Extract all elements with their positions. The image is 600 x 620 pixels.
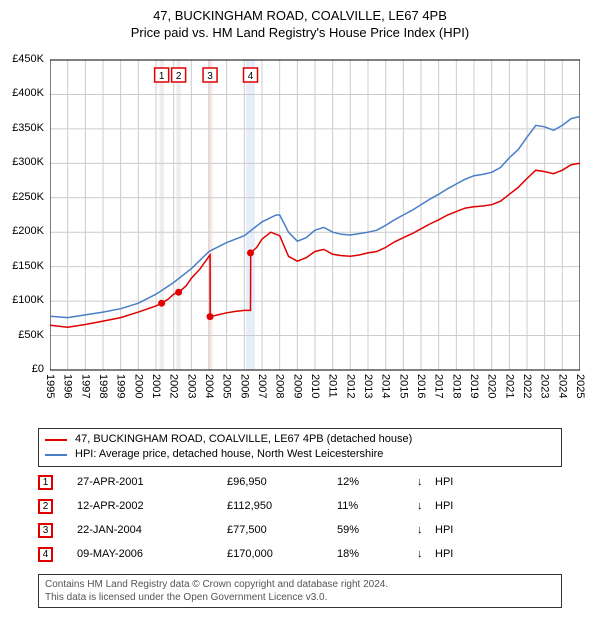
- x-axis-label: 2019: [468, 374, 480, 398]
- footer-attribution: Contains HM Land Registry data © Crown c…: [38, 574, 562, 608]
- y-axis-label: £50K: [0, 329, 44, 341]
- y-axis-label: £200K: [0, 225, 44, 237]
- y-axis-label: £400K: [0, 87, 44, 99]
- legend-item: 47, BUCKINGHAM ROAD, COALVILLE, LE67 4PB…: [45, 432, 555, 447]
- sale-row: 2 12-APR-2002£112,95011%↓HPI: [38, 494, 562, 518]
- sale-price: £77,500: [227, 524, 337, 536]
- y-axis-label: £0: [0, 363, 44, 375]
- x-axis-label: 2011: [327, 374, 339, 398]
- x-axis-label: 2015: [397, 374, 409, 398]
- legend-swatch: [45, 439, 67, 441]
- down-arrow-icon: ↓: [417, 500, 435, 512]
- y-axis-label: £250K: [0, 191, 44, 203]
- sale-row: 3 22-JAN-2004£77,50059%↓HPI: [38, 518, 562, 542]
- down-arrow-icon: ↓: [417, 524, 435, 536]
- footer-line1: Contains HM Land Registry data © Crown c…: [45, 578, 555, 591]
- legend-label: 47, BUCKINGHAM ROAD, COALVILLE, LE67 4PB…: [75, 432, 412, 447]
- sale-pct: 12%: [337, 476, 417, 488]
- x-axis-label: 2022: [521, 374, 533, 398]
- sale-date: 09-MAY-2006: [77, 548, 227, 560]
- svg-text:3: 3: [207, 71, 213, 82]
- x-axis-label: 2012: [344, 374, 356, 398]
- sale-hpi-label: HPI: [435, 524, 453, 536]
- sale-row: 1 27-APR-2001£96,95012%↓HPI: [38, 470, 562, 494]
- x-axis-label: 2024: [556, 374, 568, 398]
- sale-date: 27-APR-2001: [77, 476, 227, 488]
- sale-pct: 18%: [337, 548, 417, 560]
- x-axis-label: 2009: [291, 374, 303, 398]
- x-axis-label: 1997: [79, 374, 91, 398]
- x-axis-label: 2014: [380, 374, 392, 398]
- sale-date: 12-APR-2002: [77, 500, 227, 512]
- sale-date: 22-JAN-2004: [77, 524, 227, 536]
- page-title-address: 47, BUCKINGHAM ROAD, COALVILLE, LE67 4PB: [0, 8, 600, 23]
- x-axis-label: 2003: [185, 374, 197, 398]
- y-axis-label: £450K: [0, 53, 44, 65]
- x-axis-label: 2002: [168, 374, 180, 398]
- legend-swatch: [45, 454, 67, 456]
- sale-hpi-label: HPI: [435, 476, 453, 488]
- x-axis-label: 1998: [97, 374, 109, 398]
- x-axis-label: 2007: [256, 374, 268, 398]
- x-axis-label: 1995: [44, 374, 56, 398]
- x-axis-label: 2010: [309, 374, 321, 398]
- sale-pct: 59%: [337, 524, 417, 536]
- sale-hpi-label: HPI: [435, 500, 453, 512]
- svg-text:1: 1: [159, 71, 165, 82]
- y-axis-label: £150K: [0, 260, 44, 272]
- x-axis-label: 2004: [203, 374, 215, 398]
- sale-pct: 11%: [337, 500, 417, 512]
- sale-marker-4: 4: [38, 547, 53, 562]
- sale-marker-2: 2: [38, 499, 53, 514]
- sale-row: 4 09-MAY-2006£170,00018%↓HPI: [38, 542, 562, 566]
- footer-line2: This data is licensed under the Open Gov…: [45, 591, 555, 604]
- y-axis-label: £350K: [0, 122, 44, 134]
- sale-price: £170,000: [227, 548, 337, 560]
- sale-marker-3: 3: [38, 523, 53, 538]
- x-axis-label: 2016: [415, 374, 427, 398]
- down-arrow-icon: ↓: [417, 476, 435, 488]
- sale-price: £96,950: [227, 476, 337, 488]
- sale-hpi-label: HPI: [435, 548, 453, 560]
- sales-table: 127-APR-2001£96,95012%↓HPI212-APR-2002£1…: [38, 470, 562, 566]
- sale-marker-1: 1: [38, 475, 53, 490]
- x-axis-label: 1996: [62, 374, 74, 398]
- legend: 47, BUCKINGHAM ROAD, COALVILLE, LE67 4PB…: [38, 428, 562, 467]
- x-axis-label: 2020: [486, 374, 498, 398]
- page-title-sub: Price paid vs. HM Land Registry's House …: [0, 25, 600, 40]
- x-axis-label: 2021: [503, 374, 515, 398]
- x-axis-label: 2013: [362, 374, 374, 398]
- x-axis-label: 2000: [132, 374, 144, 398]
- legend-item: HPI: Average price, detached house, Nort…: [45, 447, 555, 462]
- down-arrow-icon: ↓: [417, 548, 435, 560]
- x-axis-label: 2001: [150, 374, 162, 398]
- x-axis-label: 1999: [115, 374, 127, 398]
- x-axis-label: 2005: [221, 374, 233, 398]
- price-chart: 12 3 4: [50, 55, 580, 380]
- svg-text:4: 4: [248, 71, 254, 82]
- svg-text:2: 2: [176, 71, 182, 82]
- x-axis-label: 2008: [274, 374, 286, 398]
- legend-label: HPI: Average price, detached house, Nort…: [75, 447, 383, 462]
- x-axis-label: 2017: [433, 374, 445, 398]
- x-axis-label: 2025: [574, 374, 586, 398]
- sale-price: £112,950: [227, 500, 337, 512]
- x-axis-label: 2023: [539, 374, 551, 398]
- y-axis-label: £100K: [0, 294, 44, 306]
- x-axis-label: 2018: [450, 374, 462, 398]
- y-axis-label: £300K: [0, 156, 44, 168]
- x-axis-label: 2006: [238, 374, 250, 398]
